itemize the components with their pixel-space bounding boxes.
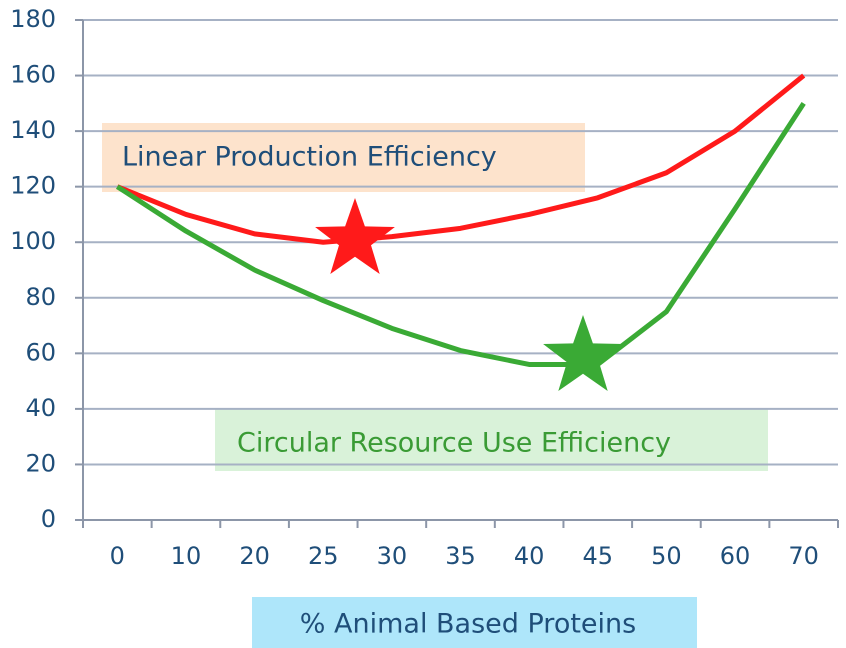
y-tick-label: 180 [10, 5, 56, 33]
series-line [115, 101, 806, 367]
x-tick-label: 60 [720, 542, 751, 570]
y-tick-label: 40 [25, 394, 56, 422]
y-tick-label: 140 [10, 116, 56, 144]
series-label: Linear Production Efficiency [122, 142, 497, 173]
lines [115, 73, 806, 367]
axis-label-box [252, 597, 697, 648]
x-tick-label: 0 [110, 542, 125, 570]
x-tick-label: 40 [514, 542, 545, 570]
grid [83, 19, 838, 521]
y-tick-label: 80 [25, 283, 56, 311]
x-tick-label: 25 [308, 542, 339, 570]
y-tick-label: 120 [10, 172, 56, 200]
x-tick-label: 10 [171, 542, 202, 570]
y-tick-label: 60 [25, 338, 56, 366]
label-box [102, 123, 585, 192]
x-tick-label: 50 [651, 542, 682, 570]
x-axis-label: % Animal Based Proteins [300, 609, 636, 640]
label-box [215, 408, 768, 471]
y-tick-label: 20 [25, 449, 56, 477]
x-tick-label: 35 [445, 542, 476, 570]
star-marker [315, 198, 395, 274]
x-tick-label: 30 [377, 542, 408, 570]
star-marker [543, 315, 623, 391]
series-line [116, 73, 806, 245]
x-tick-label: 20 [239, 542, 270, 570]
y-tick-label: 100 [10, 227, 56, 255]
series-label: Circular Resource Use Efficiency [237, 428, 671, 459]
x-tick-label: 45 [582, 542, 613, 570]
y-tick-label: 160 [10, 61, 56, 89]
y-tick-label: 0 [41, 505, 56, 533]
x-tick-label: 70 [788, 542, 819, 570]
